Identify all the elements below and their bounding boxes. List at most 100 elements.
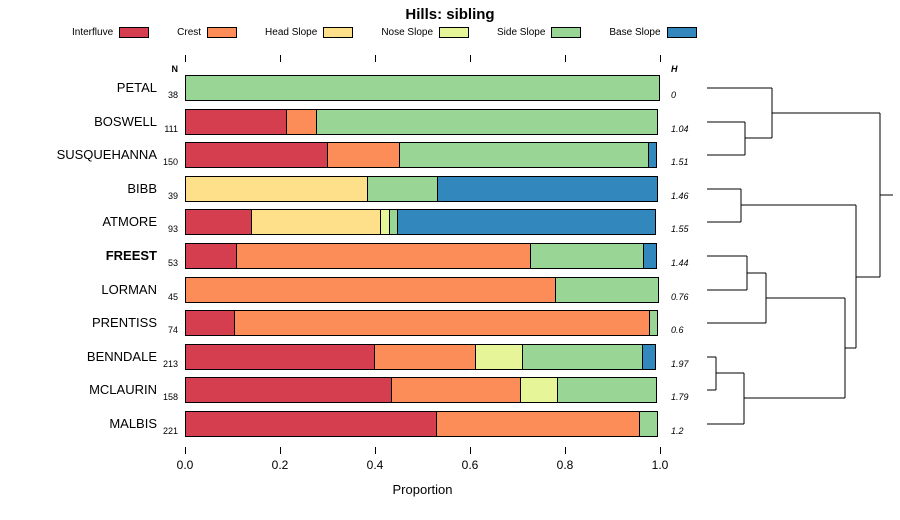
legend-label: Nose Slope	[381, 27, 434, 38]
bar-segment	[185, 75, 660, 101]
bottom-axis-tick	[280, 447, 281, 454]
n-value: 38	[167, 90, 178, 100]
bar-segment	[185, 142, 328, 169]
stacked-bar	[185, 243, 660, 269]
stacked-bar	[185, 411, 660, 437]
top-axis-tick	[660, 55, 661, 62]
stacked-bar	[185, 276, 660, 303]
bar-segment	[554, 276, 659, 303]
bar-segment	[185, 411, 437, 437]
stacked-bar	[185, 310, 660, 337]
bar-segment	[185, 209, 252, 236]
bar-segment	[639, 411, 658, 437]
h-value: 1.04	[671, 123, 689, 134]
legend-label: Crest	[177, 27, 202, 38]
bar-segment	[316, 108, 658, 135]
n-value: 158	[162, 392, 178, 403]
legend-item: Base Slope	[609, 27, 697, 38]
h-value: 0	[671, 90, 677, 100]
bar-segment	[435, 411, 640, 437]
bar-segment	[557, 377, 657, 404]
legend-item: Crest	[177, 27, 238, 38]
axis-tick-label: 0.8	[556, 458, 574, 472]
bar-segment	[437, 175, 658, 202]
stacked-bar	[185, 377, 660, 404]
h-column-header: H	[671, 64, 678, 74]
bar-segment	[185, 276, 556, 303]
h-value: 1.51	[671, 157, 689, 168]
row-label: ATMORE	[102, 214, 157, 230]
stacked-bar	[185, 209, 660, 236]
bottom-axis-tick	[375, 447, 376, 454]
row-label: BIBB	[127, 180, 157, 196]
legend-swatch	[323, 27, 354, 38]
n-column-header: N	[171, 64, 179, 74]
stacked-bar	[185, 108, 660, 135]
n-value: 53	[167, 258, 178, 268]
bar-segment	[529, 243, 644, 269]
legend-label: Head Slope	[265, 27, 318, 38]
n-value: 39	[167, 190, 178, 201]
bar-segment	[185, 175, 368, 202]
bar-segment	[286, 108, 317, 135]
chart-title: Hills: sibling	[405, 6, 495, 23]
bar-segment	[185, 310, 235, 337]
bar-segment	[397, 209, 656, 236]
bar-segment	[648, 310, 658, 337]
top-axis-tick	[565, 55, 566, 62]
legend: Interfluve Crest Head Slope Nose Slope Side …	[72, 27, 697, 38]
bar-segment	[374, 343, 477, 370]
n-value: 150	[162, 157, 178, 168]
stacked-bar	[185, 343, 660, 370]
top-axis-tick	[375, 55, 376, 62]
h-value: 1.2	[671, 426, 684, 436]
stacked-bar	[185, 142, 660, 169]
legend-item: Head Slope	[265, 27, 354, 38]
bar-segment	[390, 377, 522, 404]
bar-segment	[233, 310, 650, 337]
h-value: 1.55	[671, 224, 689, 235]
bar-segment	[326, 142, 401, 169]
legend-label: Base Slope	[609, 27, 661, 38]
legend-item: Side Slope	[497, 27, 582, 38]
bar-segment	[647, 142, 657, 169]
stacked-bar	[185, 175, 660, 202]
bar-segment	[520, 377, 559, 404]
bar-segment	[185, 377, 392, 404]
row-label: MCLAURIN	[89, 382, 157, 398]
axis-tick-label: 0.4	[366, 458, 384, 472]
row-label: BENNDALE	[86, 348, 157, 364]
legend-swatch	[207, 27, 238, 38]
n-value: 111	[164, 123, 178, 134]
bottom-axis-tick	[565, 447, 566, 454]
axis-tick-label: 0.6	[461, 458, 479, 472]
row-label: LORMAN	[101, 281, 157, 297]
bottom-axis-tick	[470, 447, 471, 454]
h-value: 1.44	[671, 258, 689, 268]
legend-swatch	[666, 27, 697, 38]
h-value: 1.46	[671, 190, 689, 201]
stacked-bar	[185, 75, 660, 101]
axis-tick-label: 0.0	[176, 458, 194, 472]
bar-segment	[642, 243, 657, 269]
top-axis-tick	[185, 55, 186, 62]
top-axis-tick	[470, 55, 471, 62]
legend-item: Interfluve	[72, 27, 150, 38]
h-value: 0.6	[671, 325, 684, 336]
n-value: 221	[162, 426, 178, 436]
legend-swatch	[439, 27, 470, 38]
h-value: 1.97	[671, 358, 689, 369]
axis-tick-label: 1.0	[651, 458, 669, 472]
row-label: MALBIS	[109, 416, 157, 431]
bar-segment	[250, 209, 382, 236]
row-label: FREEST	[105, 248, 157, 263]
row-label: PRENTISS	[91, 315, 157, 331]
n-value: 93	[167, 224, 178, 235]
bar-segment	[185, 243, 238, 269]
n-value: 74	[167, 325, 178, 336]
legend-label: Side Slope	[497, 27, 546, 38]
bar-segment	[641, 343, 656, 370]
